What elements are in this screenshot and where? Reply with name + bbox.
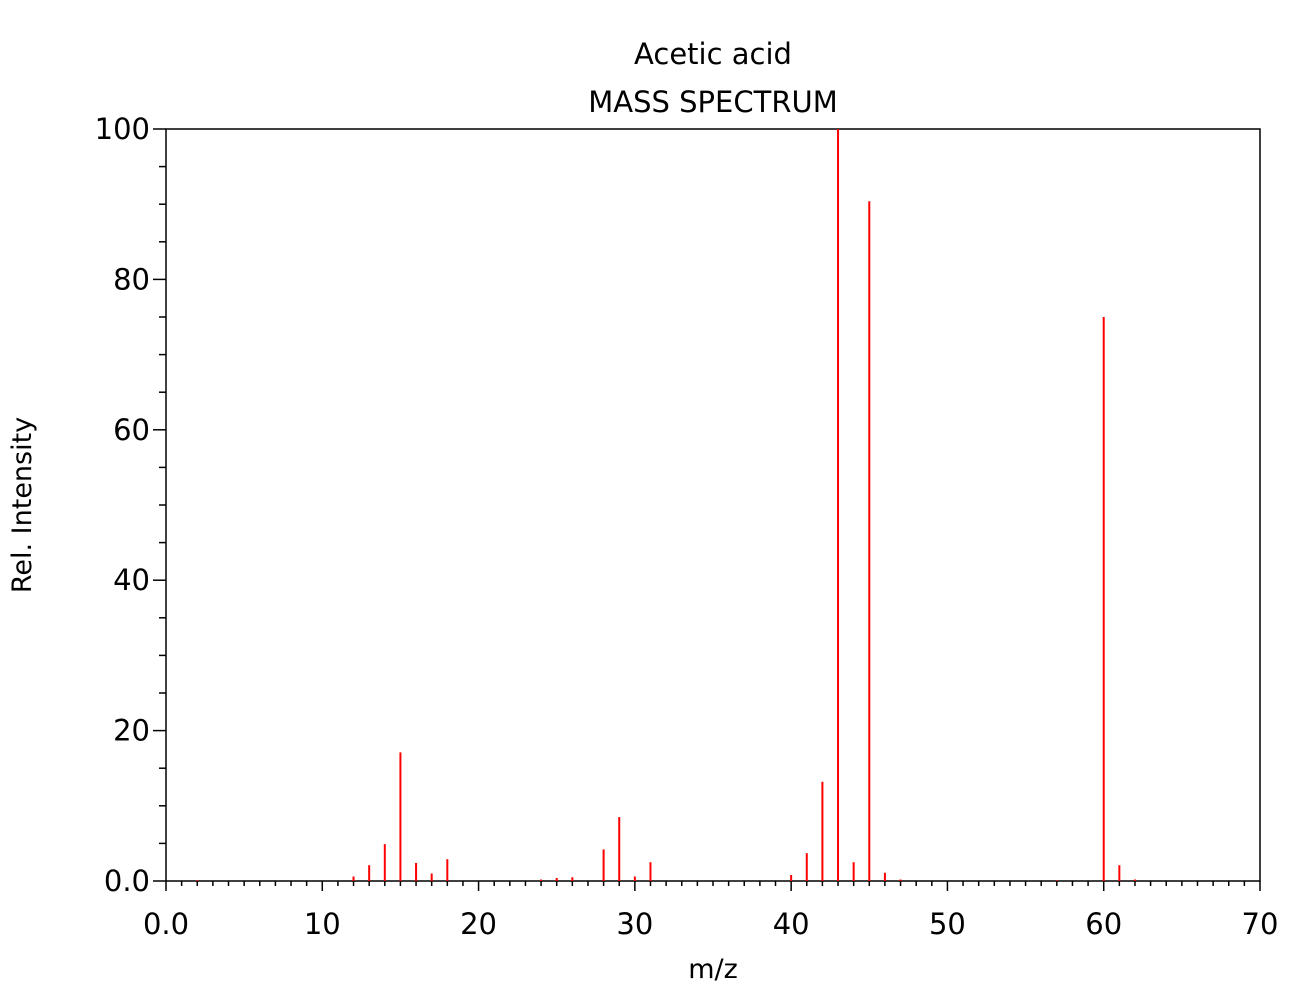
y-tick-label: 40 [113,563,150,597]
y-tick-label: 20 [113,714,150,748]
y-axis-ticks: 0.0 20 40 60 80 100 [95,112,166,898]
x-tick-label: 60 [1085,907,1122,941]
y-tick-label: 60 [113,413,150,447]
x-tick-label: 50 [929,907,966,941]
plot-frame [165,128,1261,882]
y-axis-label: Rel. Intensity [7,417,38,593]
x-tick-label: 10 [304,907,341,941]
x-tick-label: 30 [616,907,653,941]
x-tick-label: 40 [773,907,810,941]
y-tick-label: 100 [95,112,150,146]
y-tick-label: 80 [113,262,150,296]
x-tick-label: 70 [1242,907,1279,941]
chart-subtitle: MASS SPECTRUM [588,85,837,119]
x-tick-label: 0.0 [143,907,189,941]
spectrum-peaks [196,129,1136,881]
x-tick-label: 20 [460,907,497,941]
x-axis-label: m/z [688,954,738,985]
chart-title: Acetic acid [634,37,792,71]
y-tick-label: 0.0 [104,864,150,898]
x-axis-ticks: 0.0 10 20 30 40 50 60 70 [143,881,1279,941]
